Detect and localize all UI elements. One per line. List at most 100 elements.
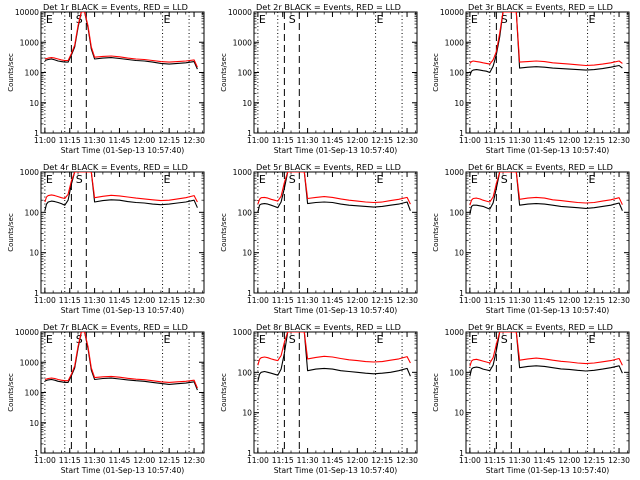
x-tick-label: 12:15 [371,456,393,465]
y-tick-label: 1000 [233,168,252,177]
x-tick-label: 11:15 [59,296,81,305]
x-axis-label: Start Time (01-Sep-13 10:57:40) [61,146,185,155]
y-axis-label: Counts/sec [7,373,15,412]
events-series-line [257,172,411,213]
events-series-line [469,12,623,76]
x-tick-label: 11:30 [509,456,531,465]
panel-title: Det 5r BLACK = Events, RED = LLD [256,162,401,172]
time-marker-label: E [46,13,53,26]
lld-series-line [469,12,623,67]
x-tick-label: 12:15 [158,296,180,305]
x-tick-label: 11:30 [84,136,106,145]
x-tick-label: 12:15 [158,136,180,145]
x-tick-label: 12:30 [183,296,205,305]
y-tick-label: 1000 [233,328,252,337]
x-tick-label: 12:30 [396,456,418,465]
plot-frame [253,171,418,294]
y-tick-label: 100 [450,208,465,217]
x-tick-label: 11:15 [484,136,506,145]
y-tick-label: 1 [247,129,252,138]
y-tick-label: 100 [238,368,253,377]
lld-series-line [44,172,198,203]
x-tick-label: 11:30 [297,296,319,305]
x-tick-label: 11:30 [84,296,106,305]
x-tick-label: 11:00 [247,136,269,145]
x-tick-label: 11:15 [484,296,506,305]
x-tick-label: 12:30 [183,456,205,465]
y-tick-label: 1000 [20,358,39,367]
x-tick-label: 12:30 [608,456,630,465]
x-tick-label: 11:45 [109,456,131,465]
y-tick-label: 100 [238,208,253,217]
x-tick-label: 11:30 [297,456,319,465]
y-tick-label: 1000 [445,328,464,337]
x-axis-label: Start Time (01-Sep-13 10:57:40) [274,466,398,475]
y-tick-label: 10 [29,419,39,428]
panel-title: Det 9r BLACK = Events, RED = LLD [468,322,613,332]
x-tick-label: 12:30 [608,296,630,305]
y-tick-label: 10000 [228,8,252,17]
time-marker-label: E [377,333,384,346]
time-marker-label: S [289,13,296,26]
y-tick-label: 10 [29,99,39,108]
detector-panel-4: Det 4r BLACK = Events, RED = LLD Counts/s… [7,162,205,315]
panel-title: Det 8r BLACK = Events, RED = LLD [256,322,401,332]
x-tick-label: 12:15 [583,136,605,145]
time-marker-label: S [501,173,508,186]
time-marker-label: E [471,333,478,346]
time-marker-label: E [377,173,384,186]
x-tick-label: 11:15 [59,136,81,145]
time-marker-label: E [589,173,596,186]
lld-series-line [469,332,623,367]
x-tick-label: 11:30 [509,136,531,145]
plot-frame [253,11,418,134]
panel-title: Det 7r BLACK = Events, RED = LLD [43,322,188,332]
x-tick-label: 12:00 [346,456,368,465]
x-tick-label: 11:45 [322,296,344,305]
y-tick-label: 10000 [440,8,464,17]
y-tick-label: 10 [454,249,464,258]
y-tick-label: 1 [34,289,39,298]
x-tick-label: 11:00 [34,136,56,145]
x-axis-label: Start Time (01-Sep-13 10:57:40) [486,466,610,475]
y-tick-label: 1000 [20,38,39,47]
y-tick-label: 1 [247,449,252,458]
panel-title: Det 2r BLACK = Events, RED = LLD [256,2,401,12]
time-marker-label: S [76,173,83,186]
y-tick-label: 1 [247,289,252,298]
y-tick-label: 100 [25,389,40,398]
x-tick-label: 12:00 [346,296,368,305]
x-tick-label: 11:00 [247,456,269,465]
detector-panel-1: Det 1r BLACK = Events, RED = LLD Counts/s… [7,2,205,155]
time-marker-label: E [259,173,266,186]
time-marker-label: S [289,333,296,346]
lld-series-line [44,12,198,68]
x-tick-label: 11:00 [34,296,56,305]
y-axis-label: Counts/sec [220,373,228,412]
lld-series-line [257,332,411,366]
y-tick-label: 10 [242,99,252,108]
y-tick-label: 1 [34,449,39,458]
x-tick-label: 12:00 [133,456,155,465]
time-marker-label: S [289,173,296,186]
y-axis-label: Counts/sec [220,213,228,252]
y-tick-label: 1000 [233,38,252,47]
y-tick-label: 1 [459,129,464,138]
y-tick-label: 10 [242,409,252,418]
events-series-line [469,332,623,377]
plot-frame [465,331,630,454]
lld-series-line [44,332,198,389]
x-tick-label: 12:15 [371,296,393,305]
events-series-line [469,172,623,215]
y-tick-label: 100 [25,208,40,217]
x-tick-label: 11:15 [59,456,81,465]
plot-frame [465,171,630,294]
x-tick-label: 12:15 [583,296,605,305]
time-marker-label: E [46,333,53,346]
events-series-line [257,332,411,382]
x-tick-label: 12:15 [371,136,393,145]
detector-panel-3: Det 3r BLACK = Events, RED = LLD Counts/s… [432,2,630,155]
x-tick-label: 11:45 [534,296,556,305]
y-axis-label: Counts/sec [7,213,15,252]
